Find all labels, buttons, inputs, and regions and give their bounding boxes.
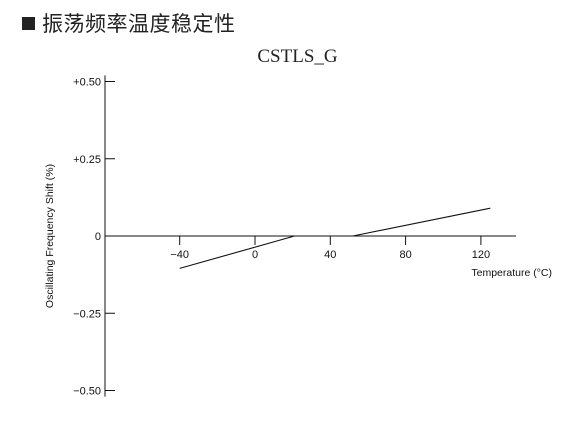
y-tick-label: +0.50: [73, 77, 101, 89]
section-heading-text: 振荡频率温度稳定性: [42, 12, 236, 36]
y-tick-label: +0.25: [73, 154, 101, 166]
y-tick-label: 0: [95, 231, 101, 243]
x-tick-label: 120: [472, 249, 490, 261]
y-axis-title: Oscillating Frequency Shift (%): [44, 164, 56, 308]
x-tick-label: 80: [399, 249, 411, 261]
section-heading: 振荡频率温度稳定性: [22, 8, 236, 38]
x-axis-title: Temperature (°C): [471, 267, 552, 279]
y-tick-label: −0.50: [73, 386, 101, 398]
x-tick-label: −40: [170, 249, 189, 261]
x-tick-label: 40: [324, 249, 336, 261]
x-tick-label: 0: [252, 249, 258, 261]
black-square-icon: [22, 16, 35, 30]
y-tick-label: −0.25: [73, 308, 101, 320]
chart-title: CSTLS_G: [257, 46, 338, 67]
series-line: [179, 207, 491, 269]
